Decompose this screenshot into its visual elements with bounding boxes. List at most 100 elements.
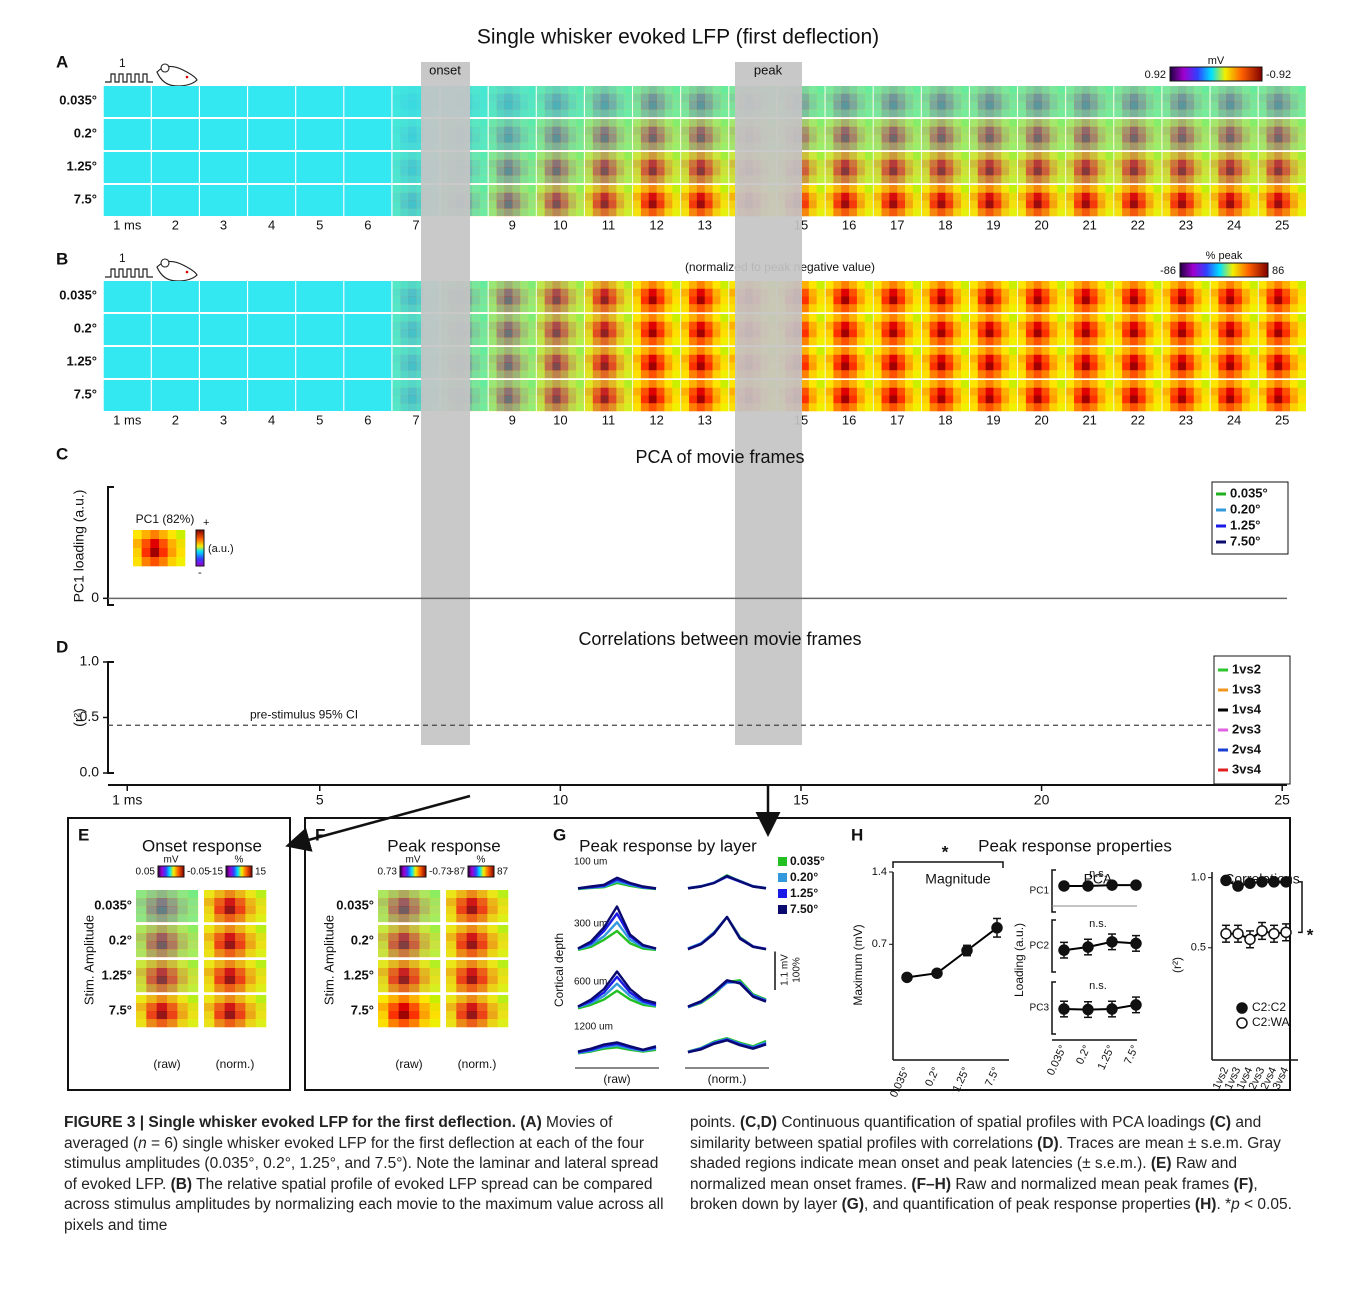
heatmap-pixel bbox=[689, 102, 697, 110]
heatmap-pixel bbox=[1298, 201, 1306, 209]
heatmap-pixel bbox=[568, 337, 576, 345]
heatmap-pixel bbox=[487, 984, 498, 992]
heatmap-pixel bbox=[392, 363, 400, 371]
heatmap-pixel bbox=[1274, 119, 1282, 127]
heatmap-pixel bbox=[633, 297, 641, 305]
heatmap-pixel bbox=[430, 906, 441, 914]
heatmap-pixel bbox=[593, 396, 601, 404]
heatmap-pixel bbox=[970, 160, 978, 168]
heatmap-pixel bbox=[930, 201, 938, 209]
heatmap-pixel bbox=[1218, 168, 1226, 176]
amplitude-label: 0.035° bbox=[94, 897, 132, 912]
heatmap-pixel bbox=[512, 102, 520, 110]
heatmap-pixel bbox=[986, 370, 994, 378]
heatmap-pixel bbox=[1146, 119, 1154, 127]
heatmap-pixel bbox=[608, 388, 616, 396]
heatmap-pixel bbox=[528, 396, 536, 404]
heatmap-pixel bbox=[1202, 142, 1210, 150]
heatmap-pixel bbox=[1242, 281, 1250, 289]
point bbox=[1257, 926, 1267, 936]
heatmap-pixel bbox=[400, 119, 408, 127]
heatmap-pixel bbox=[1130, 102, 1138, 110]
heatmap-pixel bbox=[408, 388, 416, 396]
heatmap-pixel bbox=[681, 193, 689, 201]
heatmap-pixel bbox=[446, 925, 457, 933]
heatmap-pixel bbox=[585, 135, 593, 143]
heatmap-pixel bbox=[497, 102, 505, 110]
colorbar bbox=[158, 866, 184, 877]
heatmap-pixel bbox=[1130, 135, 1138, 143]
heatmap-pixel bbox=[545, 355, 553, 363]
heatmap-pixel bbox=[657, 403, 665, 411]
heatmap-pixel bbox=[553, 135, 561, 143]
heatmap-frame bbox=[344, 119, 391, 150]
heatmap-pixel bbox=[1049, 380, 1057, 388]
point bbox=[1131, 1000, 1141, 1010]
heatmap-pixel bbox=[849, 330, 857, 338]
heatmap-pixel bbox=[560, 127, 568, 135]
heatmap-pixel bbox=[419, 933, 430, 941]
heatmap-pixel bbox=[489, 337, 497, 345]
heatmap-pixel bbox=[256, 1003, 267, 1011]
heatmap-pixel bbox=[649, 297, 657, 305]
heatmap-pixel bbox=[593, 175, 601, 183]
heatmap-pixel bbox=[624, 119, 632, 127]
heatmap-pixel bbox=[1202, 355, 1210, 363]
heatmap-pixel bbox=[857, 119, 865, 127]
heatmap-pixel bbox=[1282, 304, 1290, 312]
heatmap-pixel bbox=[168, 530, 177, 539]
heatmap-pixel bbox=[601, 370, 609, 378]
heatmap-pixel bbox=[497, 109, 505, 117]
heatmap-pixel bbox=[681, 322, 689, 330]
heatmap-pixel bbox=[697, 314, 705, 322]
heatmap-pixel bbox=[1066, 355, 1074, 363]
heatmap-pixel bbox=[1250, 337, 1258, 345]
heatmap-pixel bbox=[1090, 322, 1098, 330]
heatmap-pixel bbox=[608, 314, 616, 322]
heatmap-pixel bbox=[930, 119, 938, 127]
heatmap-pixel bbox=[1274, 297, 1282, 305]
heatmap-pixel bbox=[705, 142, 713, 150]
heatmap-pixel bbox=[601, 175, 609, 183]
heatmap-pixel bbox=[1082, 403, 1090, 411]
heatmap-pixel bbox=[697, 370, 705, 378]
heatmap-pixel bbox=[720, 185, 728, 193]
heatmap-pixel bbox=[1090, 297, 1098, 305]
heatmap-pixel bbox=[1090, 175, 1098, 183]
heatmap-pixel bbox=[801, 355, 809, 363]
heatmap-pixel bbox=[1009, 330, 1017, 338]
heatmap-pixel bbox=[400, 330, 408, 338]
heatmap-pixel bbox=[1114, 127, 1122, 135]
colorbar-label: 86 bbox=[1272, 265, 1284, 277]
heatmap-pixel bbox=[520, 314, 528, 322]
heatmap-pixel bbox=[392, 94, 400, 102]
heatmap-pixel bbox=[993, 330, 1001, 338]
heatmap-pixel bbox=[1105, 297, 1113, 305]
point bbox=[932, 968, 942, 978]
heatmap-pixel bbox=[1178, 355, 1186, 363]
heatmap-pixel bbox=[1226, 297, 1234, 305]
heatmap-pixel bbox=[897, 388, 905, 396]
heatmap-pixel bbox=[897, 330, 905, 338]
heatmap-pixel bbox=[641, 86, 649, 94]
heatmap-pixel bbox=[498, 1019, 509, 1027]
heatmap-pixel bbox=[1146, 86, 1154, 94]
heatmap-pixel bbox=[1009, 388, 1017, 396]
heatmap-pixel bbox=[388, 1003, 399, 1011]
heatmap-pixel bbox=[146, 1003, 157, 1011]
heatmap-pixel bbox=[408, 355, 416, 363]
heatmap-pixel bbox=[188, 968, 199, 976]
heatmap-pixel bbox=[1018, 142, 1026, 150]
colorbar-unit: mV bbox=[164, 855, 179, 866]
heatmap-pixel bbox=[1162, 363, 1170, 371]
heatmap-pixel bbox=[1122, 193, 1130, 201]
heatmap-pixel bbox=[456, 976, 467, 984]
heatmap-pixel bbox=[553, 201, 561, 209]
heatmap-pixel bbox=[882, 363, 890, 371]
heatmap-pixel bbox=[1130, 330, 1138, 338]
heatmap-pixel bbox=[456, 968, 467, 976]
heatmap-pixel bbox=[430, 1011, 441, 1019]
heatmap-pixel bbox=[1170, 380, 1178, 388]
heatmap-pixel bbox=[489, 86, 497, 94]
heatmap-pixel bbox=[826, 330, 834, 338]
